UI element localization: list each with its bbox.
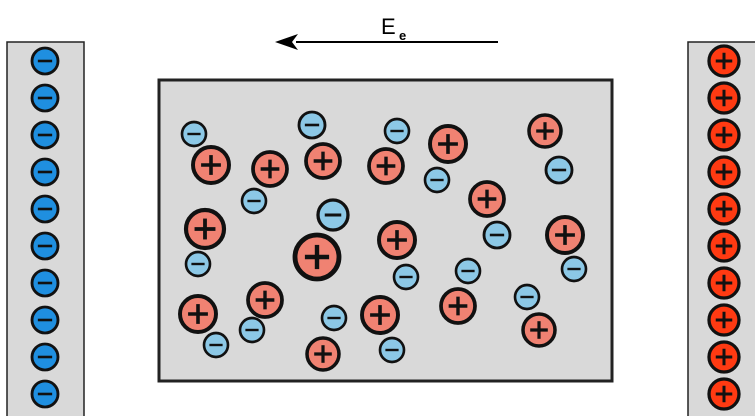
minus-ion-icon	[184, 250, 212, 278]
minus-charge-icon	[30, 46, 60, 76]
right-plate-charges	[707, 44, 741, 411]
minus-charge-icon	[30, 194, 60, 224]
minus-ion-icon	[383, 117, 411, 145]
plus-charge-icon	[707, 303, 741, 337]
plus-ion-icon	[191, 145, 231, 185]
minus-ion-icon	[297, 110, 327, 140]
ions-group	[178, 110, 588, 372]
minus-charge-icon	[30, 120, 60, 150]
plus-ion-icon	[377, 220, 417, 260]
plus-charge-icon	[707, 44, 741, 78]
plus-charge-icon	[707, 155, 741, 189]
minus-ion-icon	[320, 304, 348, 332]
plus-ion-icon	[292, 232, 342, 282]
minus-ion-icon	[454, 257, 482, 285]
minus-charge-icon	[30, 342, 60, 372]
plus-ion-icon	[428, 124, 468, 164]
plus-charge-icon	[707, 229, 741, 263]
plus-ion-icon	[521, 312, 557, 348]
plus-ion-icon	[178, 294, 218, 334]
plus-ion-icon	[527, 113, 563, 149]
plus-ion-icon	[305, 336, 341, 372]
minus-ion-icon	[544, 155, 574, 185]
minus-charge-icon	[30, 157, 60, 187]
minus-ion-icon	[202, 331, 230, 359]
plus-ion-icon	[367, 147, 405, 185]
minus-charge-icon	[30, 83, 60, 113]
plus-charge-icon	[707, 340, 741, 374]
plus-ion-icon	[439, 287, 477, 325]
minus-ion-icon	[392, 263, 420, 291]
plus-charge-icon	[707, 118, 741, 152]
minus-charge-icon	[30, 305, 60, 335]
plus-charge-icon	[707, 266, 741, 300]
minus-charge-icon	[30, 231, 60, 261]
field-subscript: e	[399, 28, 406, 43]
minus-charge-icon	[30, 268, 60, 298]
plus-ion-icon	[468, 180, 506, 218]
minus-ion-icon	[238, 316, 266, 344]
field-symbol: E	[381, 14, 396, 39]
plus-ion-icon	[360, 295, 400, 335]
minus-ion-icon	[316, 198, 350, 232]
minus-ion-icon	[423, 166, 451, 194]
minus-ion-icon	[240, 187, 268, 215]
arrow-left-icon	[275, 34, 498, 50]
minus-ion-icon	[560, 255, 588, 283]
plus-charge-icon	[707, 81, 741, 115]
field-label: E e	[381, 14, 406, 43]
plus-ion-icon	[545, 215, 585, 255]
minus-ion-icon	[513, 283, 541, 311]
plus-ion-icon	[246, 281, 284, 319]
minus-charge-icon	[30, 379, 60, 409]
minus-ion-icon	[180, 120, 208, 148]
plus-ion-icon	[183, 207, 227, 251]
minus-ion-icon	[378, 336, 406, 364]
plus-charge-icon	[707, 377, 741, 411]
plus-ion-icon	[304, 142, 342, 180]
plus-ion-icon	[251, 150, 289, 188]
left-plate-charges	[30, 46, 60, 409]
minus-ion-icon	[482, 220, 512, 250]
plus-charge-icon	[707, 192, 741, 226]
